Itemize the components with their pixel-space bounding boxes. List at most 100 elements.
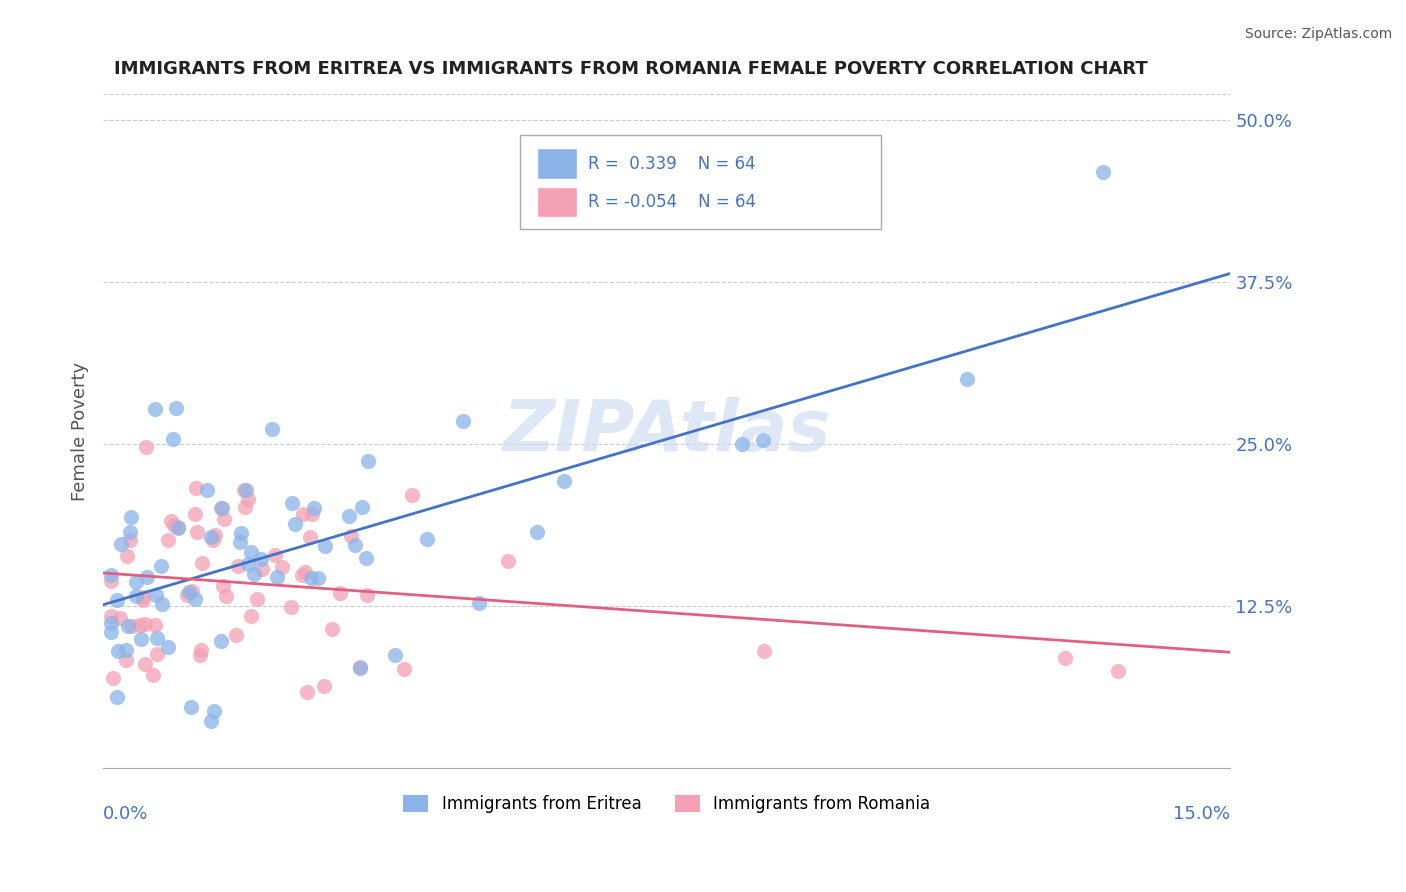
Point xyxy=(291,507,314,521)
Point xyxy=(239,609,262,624)
Point xyxy=(731,437,754,451)
Point xyxy=(284,516,307,531)
Point xyxy=(225,628,247,642)
Point xyxy=(384,648,406,662)
Point xyxy=(1107,664,1129,678)
Point xyxy=(118,533,141,547)
Point xyxy=(304,500,326,515)
Point xyxy=(108,610,131,624)
Point xyxy=(243,567,266,582)
Legend: Immigrants from Eritrea, Immigrants from Romania: Immigrants from Eritrea, Immigrants from… xyxy=(396,789,936,820)
Point xyxy=(157,640,180,655)
Point xyxy=(312,679,335,693)
Point xyxy=(167,521,190,535)
Point xyxy=(142,668,165,682)
Point xyxy=(238,491,260,506)
Bar xyxy=(537,186,576,217)
Point xyxy=(132,590,155,604)
Point xyxy=(135,440,157,454)
Point xyxy=(202,704,225,718)
Point xyxy=(328,585,350,599)
Point xyxy=(231,526,253,541)
Point xyxy=(149,559,172,574)
Point xyxy=(145,588,167,602)
Point xyxy=(209,634,232,648)
Point xyxy=(232,483,254,498)
Point xyxy=(209,500,232,515)
Point xyxy=(134,616,156,631)
Y-axis label: Female Poverty: Female Poverty xyxy=(72,361,89,500)
Point xyxy=(339,529,361,543)
Point xyxy=(162,432,184,446)
Point xyxy=(211,500,233,515)
Point xyxy=(202,533,225,548)
Point xyxy=(186,481,208,495)
Point xyxy=(165,401,187,415)
Point xyxy=(190,643,212,657)
Point xyxy=(195,483,218,498)
Point xyxy=(129,618,152,632)
Point xyxy=(301,507,323,521)
Point xyxy=(266,570,288,584)
Point xyxy=(956,372,979,386)
Point xyxy=(177,584,200,599)
Point xyxy=(135,570,157,584)
Point xyxy=(134,657,156,672)
Point xyxy=(105,592,128,607)
Point xyxy=(752,433,775,447)
Point xyxy=(115,549,138,563)
FancyBboxPatch shape xyxy=(520,135,882,229)
Point xyxy=(354,551,377,566)
Point xyxy=(236,558,259,572)
Point xyxy=(291,568,314,582)
Text: ZIPAtlas: ZIPAtlas xyxy=(502,397,831,466)
Point xyxy=(100,567,122,582)
Point xyxy=(357,454,380,468)
Point xyxy=(1091,165,1114,179)
Point xyxy=(349,660,371,674)
Point xyxy=(451,414,474,428)
Point xyxy=(163,517,186,532)
Text: 0.0%: 0.0% xyxy=(103,805,149,822)
Point xyxy=(160,514,183,528)
Point xyxy=(200,530,222,544)
Point xyxy=(100,608,122,623)
Point xyxy=(298,531,321,545)
Point xyxy=(214,512,236,526)
Point xyxy=(280,599,302,614)
Point xyxy=(107,644,129,658)
Point xyxy=(496,554,519,568)
Point xyxy=(120,510,142,524)
Point xyxy=(229,535,252,549)
Point xyxy=(294,565,316,579)
Point xyxy=(1053,650,1076,665)
Point xyxy=(212,579,235,593)
Point xyxy=(100,624,122,639)
Point xyxy=(146,632,169,646)
Point xyxy=(188,648,211,662)
Point xyxy=(120,524,142,539)
Point xyxy=(204,528,226,542)
Point xyxy=(105,690,128,704)
Point xyxy=(321,622,343,636)
Point xyxy=(416,532,439,546)
Bar xyxy=(537,148,576,178)
Point xyxy=(176,588,198,602)
Point xyxy=(235,483,257,497)
Text: R =  0.339    N = 64: R = 0.339 N = 64 xyxy=(588,155,755,173)
Point xyxy=(271,559,294,574)
Point xyxy=(350,500,373,515)
Point xyxy=(280,496,302,510)
Point xyxy=(184,507,207,521)
Point xyxy=(263,548,285,562)
Point xyxy=(186,525,208,540)
Point xyxy=(215,589,238,603)
Point xyxy=(156,533,179,547)
Point xyxy=(110,536,132,550)
Point xyxy=(125,589,148,603)
Point xyxy=(115,653,138,667)
Point xyxy=(117,619,139,633)
Point xyxy=(180,700,202,714)
Point xyxy=(183,592,205,607)
Point xyxy=(356,588,378,602)
